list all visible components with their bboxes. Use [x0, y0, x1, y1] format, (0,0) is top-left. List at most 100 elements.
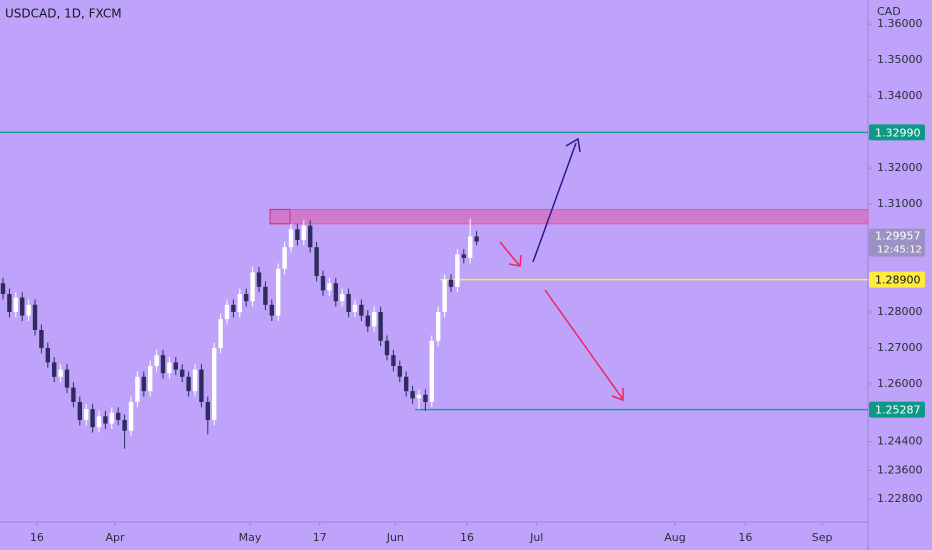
candle-body [391, 355, 396, 366]
candle-body [378, 312, 383, 341]
chart-title: USDCAD, 1D, FXCM [5, 7, 122, 21]
candle-body [186, 376, 191, 392]
candle-body [26, 304, 31, 316]
candle-body [109, 412, 115, 424]
candle-body [397, 365, 402, 377]
plot [0, 131, 869, 449]
candle-body [371, 312, 377, 327]
candle-body [173, 362, 179, 370]
candle-body [160, 355, 166, 374]
candle-body [314, 247, 319, 277]
candle-body [365, 315, 370, 327]
candle-body [84, 409, 89, 420]
candle-body [423, 394, 428, 402]
x-tick-label: Sep [812, 531, 833, 544]
candle-body [288, 229, 294, 248]
candle-body [461, 254, 466, 259]
candle-body [467, 236, 473, 259]
candle-body [307, 225, 313, 248]
candle-body [269, 304, 274, 316]
candle-body [32, 304, 38, 330]
candle-body [122, 419, 127, 431]
candle-body [231, 304, 236, 312]
x-tick-label: Jun [386, 531, 404, 544]
y-tick-label: 1.24400 [877, 435, 923, 448]
y-tick-label: 1.35000 [877, 53, 923, 66]
candle-body [320, 276, 326, 291]
y-tick-label: 1.28000 [877, 305, 923, 318]
y-tick-label: 1.27000 [877, 341, 923, 354]
candle-body [13, 297, 19, 312]
candle-body [327, 283, 332, 291]
candle-body [128, 401, 134, 431]
candle-body [243, 294, 249, 302]
candle-body [282, 247, 287, 269]
candle-body [135, 376, 140, 402]
candle-body [205, 401, 211, 420]
arrow-small-head [508, 254, 522, 267]
price-label: 1.25287 [875, 404, 921, 417]
arrow-down [544, 289, 623, 399]
candle-body [403, 376, 409, 392]
price-label-box [869, 271, 925, 288]
supply-zone [269, 208, 869, 225]
y-tick-label: 1.34000 [877, 89, 923, 102]
candle-body [39, 329, 44, 348]
candle-body [275, 268, 281, 316]
arrow-up-head [565, 137, 581, 153]
candle-body [199, 369, 204, 402]
arrow-down-head [611, 388, 624, 402]
candle-body [442, 279, 447, 312]
x-tick-label: Apr [105, 531, 125, 544]
candle-body [263, 286, 268, 305]
candle-body [52, 362, 57, 377]
candle-body [90, 409, 95, 428]
x-tick-label: Aug [664, 531, 685, 544]
candle-body [429, 340, 434, 402]
candle-body [339, 294, 345, 302]
x-tick-label: May [239, 531, 262, 544]
candle-body [295, 229, 300, 241]
candle-body [301, 225, 306, 241]
currency: CAD [877, 5, 901, 18]
candle-body [455, 254, 460, 287]
candle-body [71, 387, 76, 402]
last-price-box [869, 228, 925, 257]
candle-body [58, 369, 63, 377]
candle-body [256, 272, 262, 287]
candle-body [148, 365, 153, 392]
supply-zone-edge [269, 208, 291, 225]
candle-body [64, 369, 70, 388]
candle-body [416, 394, 422, 399]
candle-body [250, 272, 255, 302]
candle-body [141, 376, 147, 392]
candle-body [96, 416, 102, 428]
price-label: 1.32990 [875, 126, 921, 139]
x-tick-label: 16 [738, 531, 752, 544]
candle-body [154, 355, 159, 366]
candle-body [448, 279, 454, 287]
candle-body [116, 412, 121, 420]
candle-body [20, 297, 25, 316]
candle-body [218, 319, 223, 348]
candle-body [77, 401, 83, 420]
price-label-box [869, 401, 925, 418]
candle-body [7, 294, 12, 312]
candle-body [410, 391, 415, 399]
x-tick-label: 16 [460, 531, 474, 544]
candle-body [359, 304, 364, 316]
candle-body [435, 312, 441, 341]
candle-body [333, 283, 338, 302]
candle-body [352, 304, 358, 312]
candle-body [180, 369, 185, 377]
y-tick-label: 1.26000 [877, 377, 923, 390]
candle-body [224, 304, 230, 320]
candle-body [167, 362, 172, 374]
candle-body [237, 294, 242, 312]
y-tick-label: 1.23600 [877, 463, 923, 476]
y-tick-label: 1.32000 [877, 161, 923, 174]
candle-body [346, 294, 351, 312]
candle-body [384, 340, 390, 356]
candle-body [45, 347, 51, 363]
